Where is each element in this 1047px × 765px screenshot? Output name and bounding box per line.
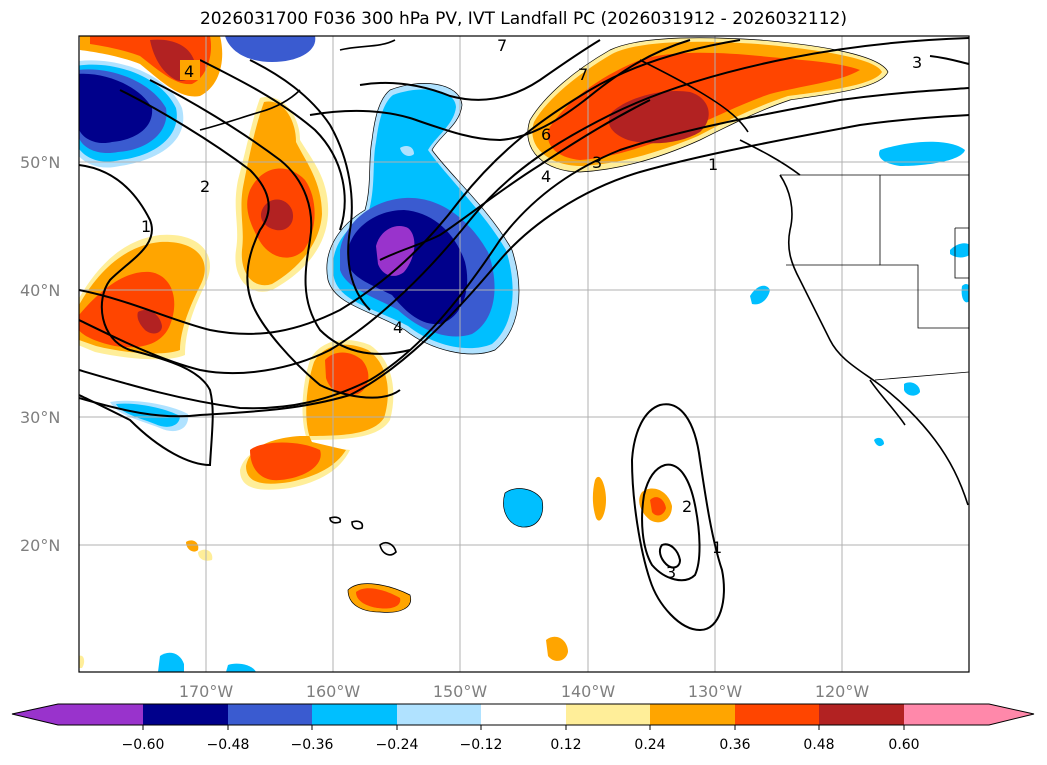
colorbar-max-arrow — [989, 704, 1034, 725]
colorbar-min-arrow — [12, 704, 58, 725]
lat-label: 40°N — [20, 281, 60, 300]
contour-label: 6 — [541, 125, 551, 144]
colorbar-swatch — [481, 704, 567, 725]
shade-blob — [400, 146, 414, 156]
colorbar-label: 0.60 — [888, 737, 919, 753]
lon-label: 150°W — [433, 682, 488, 701]
contour-label: 7 — [578, 65, 588, 84]
colorbar-label: −0.12 — [460, 737, 503, 753]
colorbar-label: −0.48 — [207, 737, 250, 753]
shade-blob — [961, 283, 969, 303]
political-borders — [780, 174, 969, 381]
pv-outline — [326, 37, 889, 613]
colorbar-swatch — [650, 704, 736, 725]
colorbar-label: 0.36 — [719, 737, 750, 753]
colorbar-label: −0.60 — [122, 737, 165, 753]
shade-blob — [546, 636, 568, 661]
shade-blob — [874, 437, 884, 447]
colorbar-swatch — [735, 704, 821, 725]
lon-axis: 170°W 160°W 150°W 140°W 130°W 120°W — [179, 682, 870, 701]
coastlines — [199, 39, 969, 556]
contour-label: 4 — [541, 167, 551, 186]
map-title: 2026031700 F036 300 hPa PV, IVT Landfall… — [199, 9, 847, 29]
contour-label: 1 — [141, 217, 151, 236]
colorbar-swatch — [228, 704, 314, 725]
shade-blob — [226, 663, 256, 672]
colorbar-swatch — [58, 704, 144, 725]
contour-label: 7 — [497, 36, 507, 55]
lon-label: 140°W — [561, 682, 616, 701]
contour-label: 3 — [912, 53, 922, 72]
lon-label: 160°W — [306, 682, 361, 701]
lat-label: 50°N — [20, 153, 60, 172]
colorbar-label: −0.24 — [376, 737, 419, 753]
shade-blob — [950, 243, 969, 258]
colorbar-label: 0.12 — [550, 737, 581, 753]
contour-label: 3 — [592, 153, 602, 172]
lat-label: 20°N — [20, 536, 60, 555]
contour-label: 2 — [682, 497, 692, 516]
contour-label: 3 — [666, 563, 676, 582]
shade-blob — [225, 36, 316, 62]
colorbar-outline — [11, 703, 1035, 726]
colorbar-ticks — [142, 725, 905, 730]
colorbar-swatch — [397, 704, 483, 725]
colorbar-label: 0.48 — [803, 737, 834, 753]
map-frame — [78, 35, 970, 673]
lat-label: 30°N — [20, 408, 60, 427]
shade-blob — [198, 549, 213, 561]
shade-blob — [356, 588, 401, 609]
shade-blob — [650, 497, 666, 516]
colorbar-swatch — [312, 704, 398, 725]
lon-label: 130°W — [688, 682, 743, 701]
colorbar-label: −0.36 — [291, 737, 334, 753]
colorbar-swatch — [566, 704, 652, 725]
shade-blob — [325, 352, 369, 396]
colorbar-swatch — [904, 704, 990, 725]
map-area: 4 7 7 3 2 1 6 4 3 1 4 2 1 3 — [79, 36, 969, 672]
ivt-contours — [79, 37, 969, 632]
shade-blob — [904, 382, 920, 396]
lon-label: 170°W — [179, 682, 234, 701]
shade-blob — [158, 652, 184, 672]
colorbar-swatch — [819, 704, 905, 725]
contour-label: 4 — [184, 62, 194, 81]
contour-labels: 4 7 7 3 2 1 6 4 3 1 4 2 1 3 — [141, 36, 922, 582]
shade-blob — [137, 309, 162, 334]
shade-blob — [503, 488, 543, 528]
lat-axis: 50°N 40°N 30°N 20°N — [20, 153, 60, 555]
contour-label: 2 — [200, 177, 210, 196]
contour-label: 1 — [712, 538, 722, 557]
colorbar-label: 0.24 — [634, 737, 665, 753]
colorbar: −0.60 −0.48 −0.36 −0.24 −0.12 0.12 0.24 … — [11, 703, 1035, 753]
shade-blob — [879, 141, 965, 166]
graticule — [79, 36, 969, 672]
contour-label: 1 — [708, 155, 718, 174]
shade-blob — [186, 540, 199, 552]
shade-blob — [79, 655, 85, 668]
colorbar-swatch — [143, 704, 229, 725]
shade-blob — [750, 285, 770, 305]
shade-blob — [79, 73, 153, 143]
contour-label: 4 — [393, 318, 403, 337]
shade-blob — [376, 226, 415, 276]
shade-blob — [592, 476, 606, 521]
lon-label: 120°W — [815, 682, 870, 701]
shade-blob — [250, 442, 321, 481]
shade-blob — [116, 403, 180, 427]
